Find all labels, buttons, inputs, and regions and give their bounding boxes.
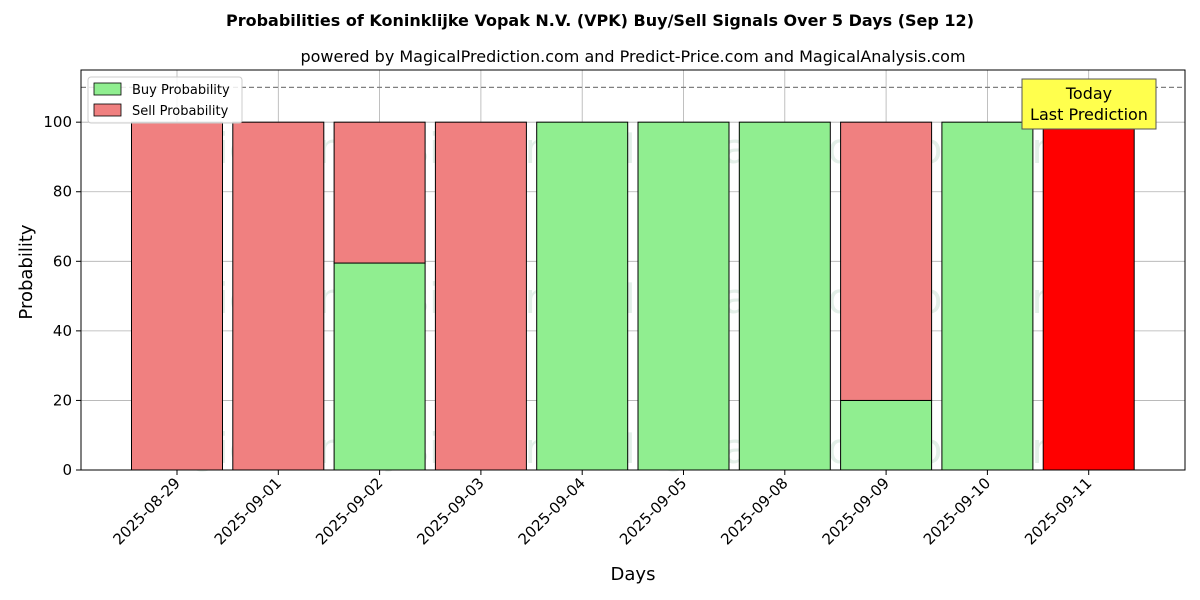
buy-bar-2025-09-04 [536, 121, 629, 471]
x-tick-label: 2025-08-29 [109, 474, 183, 548]
plot-frame [80, 69, 1186, 471]
sell-bar-2025-09-02 [333, 121, 426, 264]
y-tick-label: 0 [62, 461, 72, 479]
buy-bar-2025-09-09 [840, 399, 933, 471]
annotation-box [1021, 78, 1157, 130]
annotation-line-1: Today [1065, 84, 1112, 103]
x-tick-label: 2025-09-11 [1021, 474, 1095, 548]
legend-frame [87, 76, 243, 124]
y-tick-label: 100 [43, 113, 72, 131]
y-axis-label: Probability [16, 224, 37, 319]
sell-bar-2025-09-11 [1042, 121, 1135, 471]
x-axis-ticks: 2025-08-29 2025-09-01 2025-09-02 2025-09-03… [109, 470, 1096, 548]
buy-bar-2025-09-05 [637, 121, 730, 471]
buy-bar-2025-09-08 [738, 121, 831, 471]
sell-bar-2025-09-09 [840, 121, 933, 401]
legend-sell-swatch [93, 103, 122, 117]
chart-title: Probabilities of Koninklijke Vopak N.V. … [226, 11, 974, 30]
annotation-line-2: Last Prediction [1030, 105, 1148, 124]
x-tick-label: 2025-09-01 [211, 474, 285, 548]
buy-bar-2025-09-02 [333, 262, 426, 471]
sell-bar-2025-08-29 [131, 121, 223, 471]
x-tick-label: 2025-09-05 [616, 474, 690, 548]
today-annotation: Today Last Prediction [1021, 78, 1157, 130]
chart-subtitle: powered by MagicalPrediction.com and Pre… [300, 47, 965, 66]
y-tick-label: 80 [53, 183, 72, 201]
x-tick-label: 2025-09-10 [920, 474, 994, 548]
legend-sell-label: Sell Probability [132, 104, 229, 119]
y-axis-ticks: 0 20 40 60 80 100 [43, 113, 81, 479]
legend: Buy Probability Sell Probability [87, 76, 243, 124]
x-tick-label: 2025-09-03 [413, 474, 487, 548]
sell-bar-2025-09-01 [232, 121, 325, 471]
buy-bar-2025-09-10 [941, 121, 1034, 471]
x-tick-label: 2025-09-02 [312, 474, 386, 548]
y-tick-label: 60 [53, 252, 72, 270]
legend-buy-label: Buy Probability [132, 83, 230, 98]
bar-layer [131, 121, 1135, 471]
x-axis-label: Days [611, 564, 656, 585]
x-tick-label: 2025-09-08 [717, 474, 791, 548]
sell-bar-2025-09-03 [434, 121, 527, 471]
y-tick-label: 20 [53, 391, 72, 409]
x-tick-label: 2025-09-09 [819, 474, 893, 548]
legend-buy-swatch [93, 82, 122, 96]
y-tick-label: 40 [53, 322, 72, 340]
x-tick-label: 2025-09-04 [515, 474, 589, 548]
